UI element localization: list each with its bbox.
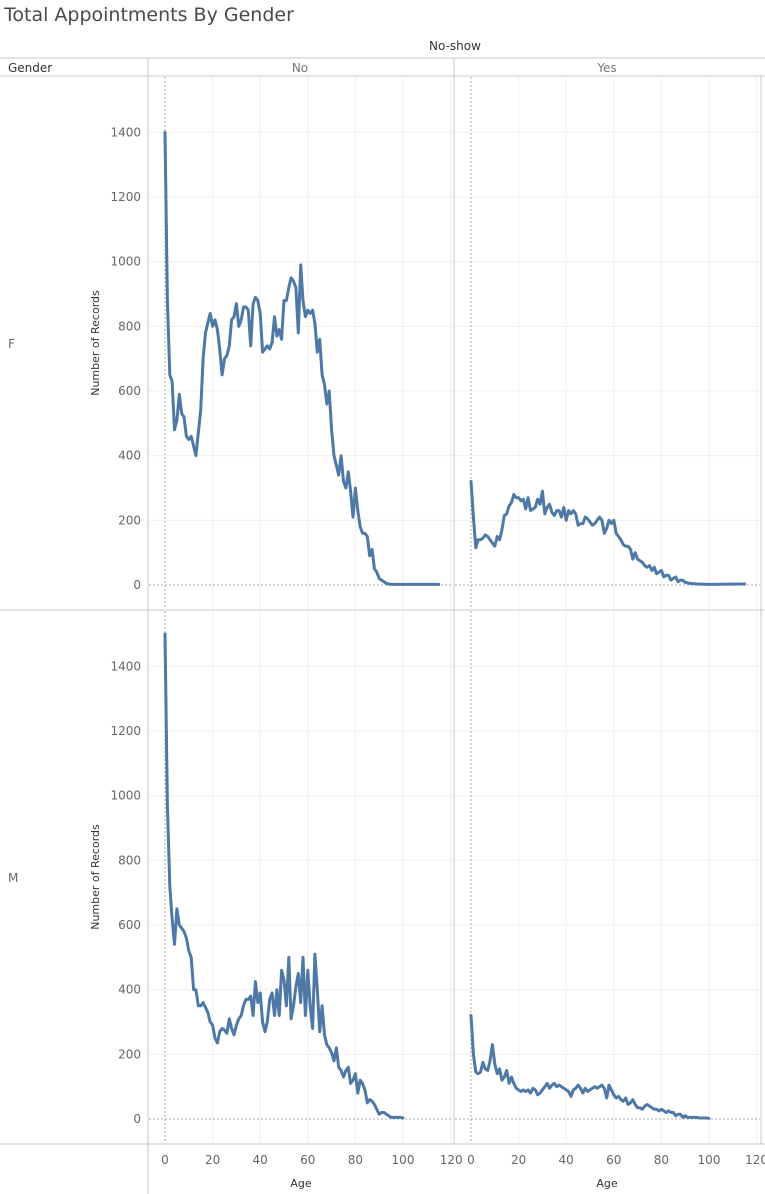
- y-tick-label: 200: [118, 513, 141, 527]
- y-tick-label: 400: [118, 983, 141, 997]
- x-tick-label: 120: [440, 1153, 463, 1167]
- series-line-m-yes: [469, 1014, 711, 1120]
- y-tick-label: 200: [118, 1047, 141, 1061]
- row-header-f: F: [8, 337, 15, 351]
- x-axis-label-no: Age: [290, 1177, 312, 1190]
- series-line-f-yes: [469, 480, 747, 586]
- x-tick-label: 0: [161, 1153, 169, 1167]
- y-tick-label: 1200: [110, 190, 141, 204]
- column-header-no: No: [292, 61, 308, 75]
- plot-layer: 0200400600800100012001400020040060080010…: [110, 77, 765, 1167]
- y-tick-label: 1000: [110, 789, 141, 803]
- x-tick-label: 100: [392, 1153, 415, 1167]
- chart-title: Total Appointments By Gender: [3, 4, 294, 26]
- x-tick-label: 0: [467, 1153, 475, 1167]
- y-tick-label: 1400: [110, 125, 141, 139]
- y-tick-label: 1200: [110, 724, 141, 738]
- y-tick-label: 600: [118, 384, 141, 398]
- x-tick-label: 100: [698, 1153, 721, 1167]
- y-axis-label-f: Number of Records: [89, 290, 102, 396]
- y-axis-label-m: Number of Records: [89, 824, 102, 930]
- x-tick-label: 40: [559, 1153, 574, 1167]
- x-tick-label: 80: [348, 1153, 363, 1167]
- y-tick-label: 1400: [110, 659, 141, 673]
- row-header-m: M: [8, 871, 18, 885]
- y-tick-label: 0: [133, 1112, 141, 1126]
- series-line-m-no: [163, 632, 405, 1120]
- row-field-label: Gender: [8, 61, 52, 75]
- x-tick-label: 80: [654, 1153, 669, 1167]
- y-tick-label: 400: [118, 449, 141, 463]
- y-tick-label: 800: [118, 319, 141, 333]
- y-tick-label: 1000: [110, 255, 141, 269]
- series-line-f-no: [163, 130, 441, 586]
- column-field-label: No-show: [429, 39, 481, 53]
- y-tick-label: 600: [118, 918, 141, 932]
- x-tick-label: 60: [606, 1153, 621, 1167]
- x-axis-label-yes: Age: [596, 1177, 618, 1190]
- x-tick-label: 20: [205, 1153, 220, 1167]
- x-tick-label: 20: [511, 1153, 526, 1167]
- column-header-yes: Yes: [596, 61, 616, 75]
- x-tick-label: 120: [745, 1153, 765, 1167]
- y-tick-label: 0: [133, 578, 141, 592]
- x-tick-label: 40: [253, 1153, 268, 1167]
- y-tick-label: 800: [118, 853, 141, 867]
- x-tick-label: 60: [300, 1153, 315, 1167]
